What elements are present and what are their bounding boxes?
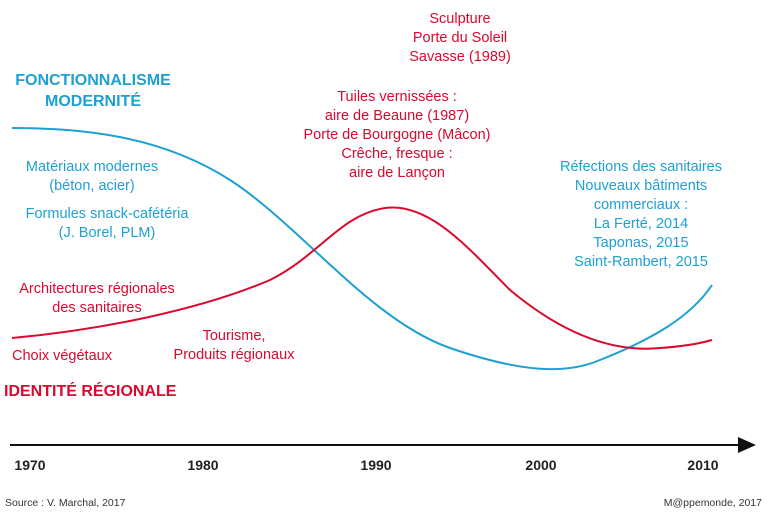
label-line: Saint-Rambert, 2015 (574, 254, 708, 270)
label-line: Formules snack-cafétéria (25, 206, 189, 222)
label-line: commerciaux : (593, 197, 689, 213)
modernism-title: FONCTIONNALISME MODERNITÉ (4, 70, 182, 112)
modernism-curve (11, 127, 713, 371)
label-line: (béton, acier) (49, 178, 135, 194)
regional-identity-title: IDENTITÉ RÉGIONALE (4, 383, 177, 400)
label-line: Crêche, fresque : (341, 146, 453, 162)
label-line: Savasse (1989) (409, 49, 511, 65)
regional-architecture-label: Architectures régionales des sanitaires (4, 280, 190, 318)
axis-tick-2010: 2010 (687, 457, 719, 473)
modernism-title-line: FONCTIONNALISME (15, 72, 171, 89)
credit-note: M@ppemonde, 2017 (663, 497, 762, 509)
modernism-title-line: MODERNITÉ (45, 93, 141, 110)
axis-tick-1990: 1990 (360, 457, 392, 473)
label-line: aire de Beaune (1987) (324, 108, 470, 124)
label-line: des sanitaires (52, 300, 142, 316)
renovation-label: Réfections des sanitaires Nouveaux bâtim… (550, 158, 732, 272)
label-line: Matériaux modernes (25, 159, 159, 175)
snack-formulas-label: Formules snack-cafétéria (J. Borel, PLM) (12, 205, 202, 243)
label-line: La Ferté, 2014 (593, 216, 689, 232)
time-axis-arrow (738, 437, 756, 453)
label-line: Taponas, 2015 (593, 235, 689, 251)
label-line: (J. Borel, PLM) (58, 225, 156, 241)
axis-tick-1980: 1980 (187, 457, 219, 473)
label-line: Tourisme, (202, 328, 266, 344)
label-line: Produits régionaux (173, 347, 295, 363)
label-line: Porte du Soleil (412, 30, 508, 46)
axis-tick-1970: 1970 (14, 457, 46, 473)
label-line: Sculpture (429, 11, 491, 27)
tourism-label: Tourisme, Produits régionaux (155, 327, 313, 365)
modern-materials-label: Matériaux modernes (béton, acier) (12, 158, 172, 196)
source-note: Source : V. Marchal, 2017 (5, 497, 126, 509)
label-line: Nouveaux bâtiments (574, 178, 708, 194)
axis-tick-2000: 2000 (525, 457, 557, 473)
plant-choices-label: Choix végétaux (12, 347, 112, 366)
label-line: Porte de Bourgogne (Mâcon) (303, 127, 491, 143)
glazed-tiles-label: Tuiles vernissées : aire de Beaune (1987… (282, 88, 512, 183)
sculpture-label: Sculpture Porte du Soleil Savasse (1989) (380, 10, 540, 67)
label-line: Architectures régionales (19, 281, 175, 297)
label-line: aire de Lançon (349, 165, 445, 181)
label-line: Tuiles vernissées : (337, 89, 457, 105)
regional-identity-curve (11, 206, 713, 350)
label-line: Choix végétaux (12, 348, 112, 364)
label-line: Réfections des sanitaires (560, 159, 722, 175)
